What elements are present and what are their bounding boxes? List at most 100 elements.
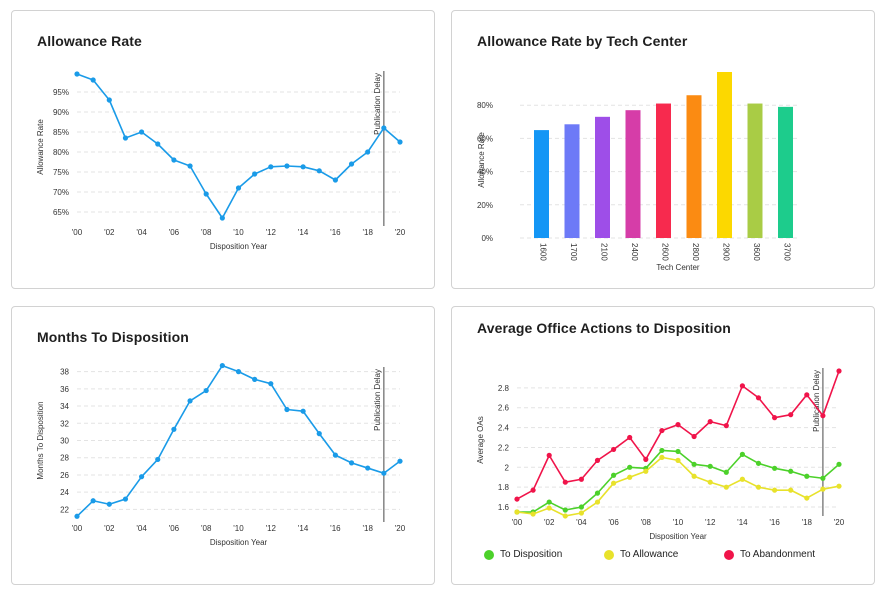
legend-item-to-abandonment[interactable]: To Abandonment [724,549,815,560]
data-point [739,451,745,457]
publication-delay-label: Publication Delay [812,370,821,432]
bar [747,103,763,238]
data-point [546,505,552,511]
data-point [643,456,649,462]
x-axis-label: Disposition Year [210,538,268,547]
data-point [755,484,762,490]
data-point [804,392,810,398]
office-actions-chart: 1.6 1.8 2 2.2 2.4 2.6 2.8 '00 '02 '04 '06 '08 '10 '12… [476,368,845,541]
data-point [659,427,665,434]
data-point [171,157,177,163]
data-point [106,501,112,507]
x-tick-label: '16 [330,228,341,237]
y-tick-label: 1.8 [498,483,510,492]
data-point [804,495,810,501]
card-title: Average Office Actions to Disposition [477,320,731,336]
data-point [820,486,826,492]
data-point [627,474,633,480]
y-tick-label: 95% [53,88,69,97]
data-point [675,457,681,463]
data-point [578,476,584,482]
x-tick-label: '16 [769,518,780,527]
data-point [594,457,601,463]
y-tick-label: 40% [477,168,493,177]
data-point [836,461,842,467]
bar [625,110,641,238]
x-tick-label: '18 [802,518,813,527]
data-point [397,139,403,145]
y-tick-label: 2.2 [498,443,510,452]
data-point [171,426,177,432]
x-tick-label: '12 [266,524,277,533]
data-point [90,77,96,83]
data-point [675,422,681,428]
data-point [155,141,161,147]
data-point [381,470,387,476]
x-tick-label: 2100 [600,243,609,261]
x-tick-label: '04 [136,228,147,237]
legend-dot-icon [484,549,494,560]
x-tick-label: '08 [641,518,652,527]
publication-delay-label: Publication Delay [373,73,382,135]
data-point [820,475,826,481]
x-tick-label: 2600 [661,243,670,261]
data-point [707,419,713,425]
months-to-disposition-card: Months To Disposition 22 24 26 28 30 32 34 36 38… [11,306,435,585]
data-point [643,468,649,474]
data-point [397,458,403,464]
legend-item-to-disposition[interactable]: To Disposition [484,549,562,560]
data-point [252,171,258,177]
x-axis-label: Tech Center [656,263,699,272]
data-point [627,464,633,470]
data-point [332,177,338,183]
data-point [836,483,842,489]
data-point [348,460,355,466]
allowance-rate-chart: 65% 70% 75% 80% 85% 90% 95% '00 '02 '04 '06 '08 '10 '… [36,71,406,251]
y-tick-label: 34 [60,402,69,411]
data-point [594,499,601,505]
x-tick-label: '02 [544,518,555,527]
x-tick-label: '00 [72,228,83,237]
data-point [74,513,80,519]
legend-item-to-allowance[interactable]: To Allowance [604,549,678,560]
x-tick-label: '02 [104,524,115,533]
y-tick-label: 26 [60,471,69,480]
y-axis-label: Allowance Rate [36,119,45,175]
x-tick-label: '20 [395,228,406,237]
data-point [235,185,242,191]
x-tick-label: '06 [608,518,619,527]
y-tick-label: 1.6 [498,503,510,512]
x-tick-label: '06 [169,228,180,237]
data-point [723,484,729,490]
x-tick-label: '18 [362,228,373,237]
y-tick-label: 65% [53,208,69,217]
data-point [739,476,745,482]
data-point [578,504,584,510]
data-point [300,164,306,170]
data-point [788,487,794,493]
data-point [739,383,745,389]
x-tick-label: '02 [104,228,115,237]
bar [595,116,610,238]
y-tick-label: 85% [53,128,69,137]
data-point [562,513,568,519]
data-point [578,510,584,516]
bar [717,72,732,238]
data-point [562,479,568,485]
data-point [332,452,338,458]
data-point [707,479,713,485]
data-point [611,446,617,453]
data-point [755,460,762,466]
data-point [203,387,209,394]
bar [686,95,702,239]
data-point [675,448,681,455]
data-point [546,452,552,458]
data-point [820,413,826,419]
data-point [90,498,96,504]
data-point [788,412,794,418]
data-point [252,376,258,382]
x-tick-label: 3600 [752,243,761,261]
legend-dot-icon [724,549,734,560]
tech-center-card: Allowance Rate by Tech Center 0% 20% 40% 60… [451,10,875,289]
data-point [284,406,290,413]
